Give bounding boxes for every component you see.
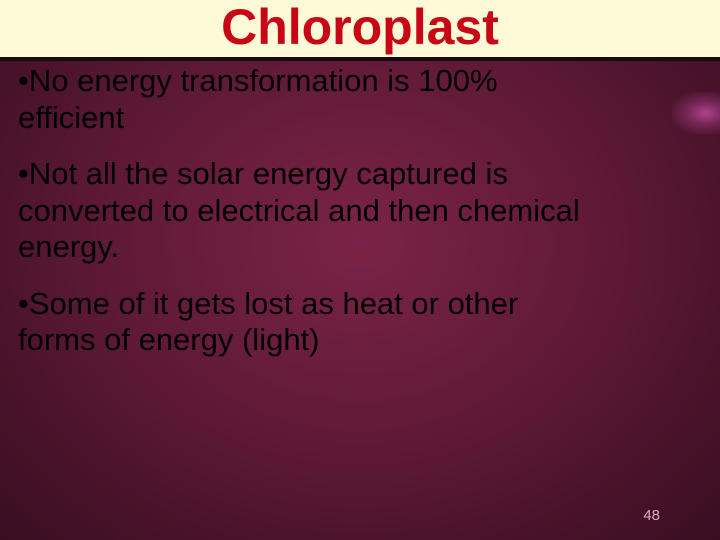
bullet-text: forms of energy (light) (18, 322, 702, 359)
bullet-text: Some of it gets lost as heat or other (29, 286, 518, 321)
bullet-text: converted to electrical and then chemica… (18, 193, 702, 230)
bullet-dot-icon: • (18, 63, 29, 98)
bullet-text: efficient (18, 100, 702, 137)
page-number: 48 (643, 507, 660, 524)
bullet-text: No energy transformation is 100% (29, 63, 498, 98)
bullet-item: •Some of it gets lost as heat or other f… (18, 286, 702, 359)
bullet-item: •Not all the solar energy captured is co… (18, 156, 702, 266)
bullet-dot-icon: • (18, 156, 29, 191)
bullet-text: Not all the solar energy captured is (29, 156, 508, 191)
bullet-text: energy. (18, 229, 702, 266)
bullet-dot-icon: • (18, 286, 29, 321)
title-band: Chloroplast (0, 0, 720, 61)
slide-body: •No energy transformation is 100% effici… (0, 61, 720, 359)
slide-title: Chloroplast (0, 0, 720, 55)
bullet-item: •No energy transformation is 100% effici… (18, 63, 702, 136)
